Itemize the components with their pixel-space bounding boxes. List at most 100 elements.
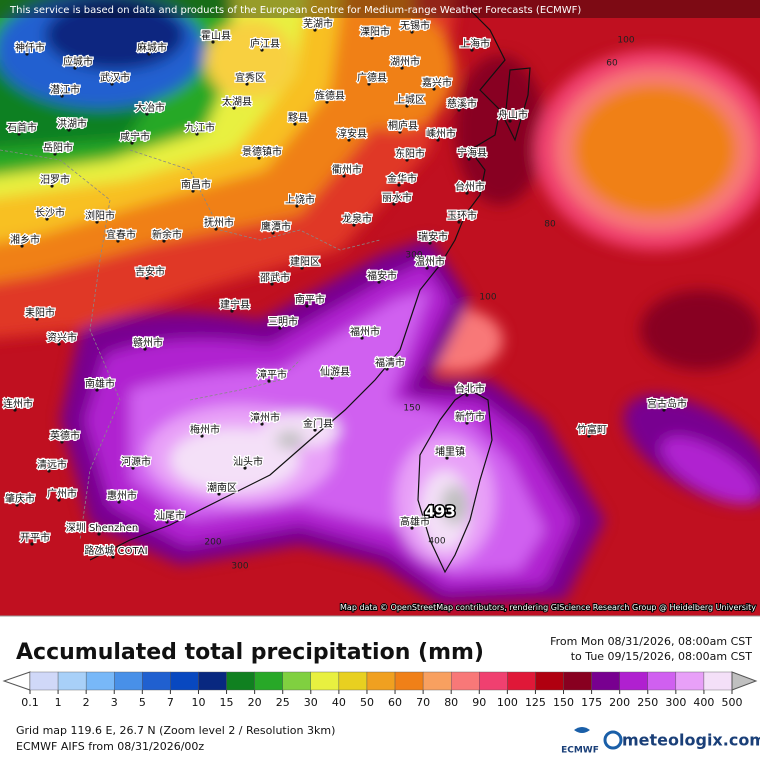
legend-swatch — [647, 671, 677, 691]
place-dot — [352, 223, 356, 227]
place-label: 河源市 — [121, 455, 151, 468]
place-dot — [410, 30, 414, 34]
place-dot — [267, 379, 271, 383]
place-dot — [432, 87, 436, 91]
place-dot — [397, 183, 401, 187]
attribution: Map data © OpenStreetMap contributors, r… — [340, 603, 756, 612]
place-dot — [145, 112, 149, 116]
place-label: 九江市 — [185, 121, 215, 134]
place-dot — [260, 422, 264, 426]
legend-swatch — [366, 671, 396, 691]
place-dot — [245, 82, 249, 86]
place-label: 桐庐县 — [388, 119, 418, 132]
legend-swatch — [57, 671, 87, 691]
place-label: 邵武市 — [260, 271, 290, 284]
place-label: 嵊州市 — [426, 127, 456, 140]
place-dot — [370, 36, 374, 40]
legend-swatch — [479, 671, 508, 691]
place-dot — [230, 309, 234, 313]
place-dot — [47, 469, 51, 473]
period-to: to Tue 09/15/2026, 08:00am CST — [571, 650, 753, 663]
place-label: 湘乡市 — [10, 233, 40, 246]
legend-tick-label: 10 — [191, 696, 205, 709]
legend-swatch — [394, 671, 424, 691]
place-dot — [97, 532, 101, 536]
place-label: 麻城市 — [137, 41, 167, 54]
precip-field — [0, 0, 760, 605]
place-dot — [162, 239, 166, 243]
place-dot — [405, 158, 409, 162]
contour-label: 80 — [544, 220, 556, 230]
place-dot — [111, 555, 115, 559]
place-label: 温州市 — [415, 255, 445, 268]
place-dot — [95, 220, 99, 224]
place-dot — [116, 239, 120, 243]
max-label: 493 — [424, 503, 455, 521]
legend-swatch — [451, 671, 480, 691]
place-dot — [195, 132, 199, 136]
place-label: 吉安市 — [135, 265, 165, 278]
legend-tick-label: 50 — [360, 696, 374, 709]
place-label: 霍山县 — [201, 30, 231, 42]
place-dot — [313, 428, 317, 432]
legend-tick-label: 3 — [111, 696, 118, 709]
legend-swatch — [338, 671, 368, 691]
place-dot — [110, 82, 114, 86]
place-dot — [271, 231, 275, 235]
place-label: 竹富町 — [577, 423, 607, 436]
place-dot — [425, 266, 429, 270]
place-label: 清远市 — [37, 458, 67, 471]
contour-label: 60 — [606, 59, 618, 69]
legend-swatch — [114, 671, 143, 691]
place-dot — [45, 217, 49, 221]
contour-label: 100 — [479, 293, 496, 303]
place-dot — [305, 304, 309, 308]
notice: This service is based on data and produc… — [9, 5, 581, 16]
place-label: 建宁县 — [220, 298, 250, 311]
place-dot — [270, 282, 274, 286]
ecmwf-icon — [574, 727, 590, 733]
place-label: 咸宁市 — [120, 130, 150, 143]
legend: 0.1 1 2 3 5 7 10 15 20 25 30 40 50 60 70 80 90 100 125 150 1… — [2, 671, 758, 709]
place-label: 潮南区 — [207, 481, 237, 494]
place-label: 宜春市 — [106, 228, 136, 241]
place-label: 嘉兴市 — [422, 76, 452, 89]
contour-label: 300 — [231, 562, 248, 572]
place-dot — [662, 408, 666, 412]
place-label: 仙游县 — [320, 365, 350, 378]
place-label: 福州市 — [350, 325, 380, 338]
place-label: 新余市 — [152, 228, 182, 241]
place-dot — [191, 189, 195, 193]
ecmwf-logo[interactable]: ECMWF — [561, 746, 599, 756]
place-dot — [95, 388, 99, 392]
place-dot — [13, 408, 17, 412]
legend-swatch — [703, 671, 733, 691]
place-dot — [35, 317, 39, 321]
legend-tick-label: 300 — [665, 696, 686, 709]
place-dot — [400, 66, 404, 70]
place-dot — [465, 421, 469, 425]
place-dot — [73, 66, 77, 70]
legend-swatch — [198, 671, 227, 691]
place-label: 南平市 — [295, 293, 325, 306]
place-dot — [377, 280, 381, 284]
place-label: 汨罗市 — [40, 173, 70, 186]
place-dot — [347, 138, 351, 142]
place-dot — [15, 503, 19, 507]
place-dot — [436, 138, 440, 142]
place-label: 上海市 — [460, 37, 490, 50]
place-label: 神仟市 — [15, 41, 45, 54]
place-dot — [211, 40, 215, 44]
place-label: 旌德县 — [315, 89, 345, 102]
coastline — [89, 9, 531, 574]
grid-info: Grid map 119.6 E, 26.7 N (Zoom level 2 /… — [16, 724, 335, 737]
legend-tick-label: 150 — [553, 696, 574, 709]
place-dot — [360, 336, 364, 340]
site-logo[interactable]: meteologix.com — [622, 731, 760, 750]
place-dot — [50, 184, 54, 188]
place-label: 景德镇市 — [242, 145, 282, 158]
place-label: 黟县 — [288, 112, 308, 124]
legend-tick-label: 20 — [248, 696, 262, 709]
place-label: 溧阳市 — [360, 25, 390, 38]
